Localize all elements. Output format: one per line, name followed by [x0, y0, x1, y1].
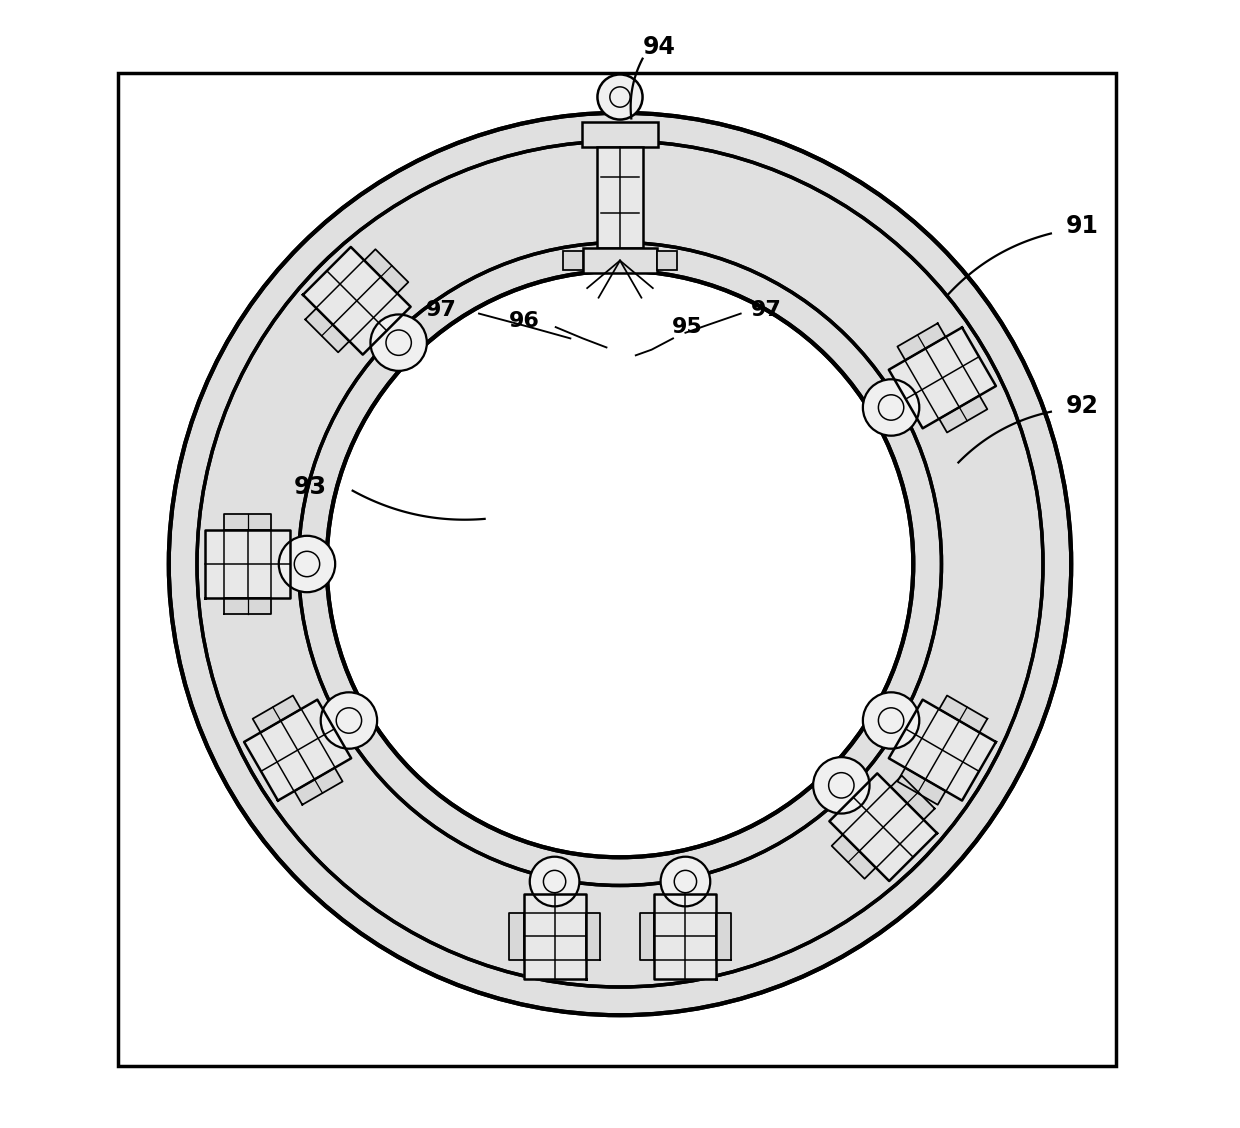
Text: 92: 92 [1066, 394, 1099, 418]
Polygon shape [939, 396, 987, 432]
Polygon shape [508, 913, 523, 960]
Circle shape [598, 74, 642, 120]
Polygon shape [365, 249, 408, 293]
Polygon shape [523, 893, 585, 979]
Polygon shape [253, 696, 301, 732]
Polygon shape [585, 913, 600, 960]
Circle shape [661, 857, 711, 907]
Polygon shape [224, 514, 272, 530]
Polygon shape [640, 913, 655, 960]
Text: 93: 93 [294, 475, 326, 500]
Polygon shape [939, 696, 987, 732]
Circle shape [326, 271, 914, 857]
Text: 96: 96 [508, 311, 539, 332]
Bar [657, 250, 677, 271]
Circle shape [813, 757, 869, 813]
Bar [563, 250, 583, 271]
Polygon shape [244, 699, 351, 801]
Polygon shape [206, 530, 290, 598]
Circle shape [321, 693, 377, 749]
Polygon shape [305, 308, 350, 352]
Text: 94: 94 [644, 35, 676, 60]
Polygon shape [898, 768, 946, 804]
Text: 97: 97 [427, 300, 458, 320]
Polygon shape [224, 598, 272, 614]
Text: 91: 91 [1066, 213, 1099, 238]
Circle shape [863, 379, 919, 435]
Polygon shape [890, 776, 935, 820]
Polygon shape [889, 699, 996, 801]
Bar [598, 147, 642, 248]
Text: 95: 95 [672, 317, 703, 337]
Polygon shape [889, 327, 996, 429]
Circle shape [279, 536, 335, 592]
Circle shape [371, 315, 427, 371]
Polygon shape [832, 835, 875, 879]
Circle shape [863, 693, 919, 749]
Polygon shape [294, 768, 342, 804]
Bar [583, 248, 657, 273]
Circle shape [169, 113, 1071, 1015]
Polygon shape [717, 913, 732, 960]
Polygon shape [303, 247, 410, 354]
Bar [118, 73, 1116, 1066]
Text: 97: 97 [751, 300, 782, 320]
Circle shape [529, 857, 579, 907]
Polygon shape [898, 324, 946, 360]
Polygon shape [830, 774, 937, 881]
Bar [582, 122, 658, 147]
Polygon shape [655, 893, 717, 979]
